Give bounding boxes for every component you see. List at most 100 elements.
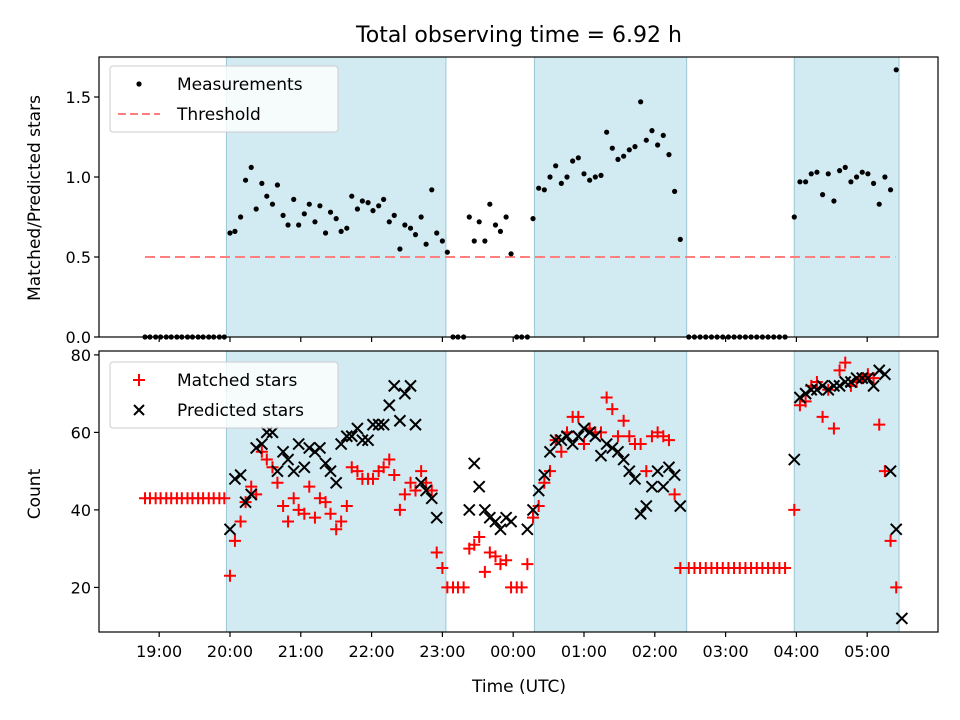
point-predicted-stars-2: [234, 468, 247, 482]
point-matched-stars-37: [335, 515, 348, 528]
point-predicted-stars-68: [628, 472, 642, 486]
point-measurements-97: [666, 152, 672, 158]
bottom-shaded-region-2: [793, 350, 900, 633]
point-measurements-94: [649, 128, 655, 134]
point-measurements-33: [317, 203, 323, 209]
point-predicted-stars-59: [577, 422, 591, 435]
top-y-tick-label-2: 1.0: [66, 168, 91, 187]
point-matched-stars-32: [308, 511, 321, 524]
x-tick-label-7: 02:00: [632, 642, 678, 661]
point-measurements-37: [338, 228, 344, 234]
legend-matched-marker: [133, 374, 145, 386]
point-measurements-124: [825, 171, 831, 177]
point-matched-stars-43: [367, 472, 380, 485]
point-predicted-stars-96: [895, 612, 909, 625]
point-measurements-65: [487, 201, 493, 207]
point-measurements-29: [296, 222, 302, 228]
point-measurements-64: [482, 238, 488, 244]
point-predicted-stars-50: [526, 503, 540, 517]
top-y-axis-label: Matched/Predicted stars: [25, 95, 45, 301]
point-predicted-stars-46: [494, 523, 507, 536]
point-measurements-74: [536, 185, 542, 191]
chart-title: Total observing time = 6.92 h: [355, 23, 682, 48]
point-measurements-120: [803, 179, 809, 185]
point-measurements-24: [269, 201, 276, 207]
point-predicted-stars-64: [606, 441, 619, 455]
point-predicted-stars-40: [463, 503, 476, 517]
point-matched-stars-89: [617, 414, 630, 427]
point-measurements-83: [587, 177, 593, 183]
point-predicted-stars-29: [377, 418, 390, 431]
point-predicted-stars-27: [366, 418, 380, 431]
point-measurements-98: [672, 188, 678, 194]
point-predicted-stars-53: [543, 445, 557, 458]
point-predicted-stars-79: [799, 387, 812, 400]
bottom-legend-box: [109, 361, 339, 429]
point-matched-stars-51: [409, 484, 422, 497]
point-predicted-stars-38: [425, 492, 438, 505]
point-matched-stars-93: [640, 465, 653, 478]
point-matched-stars-40: [351, 465, 364, 478]
bottom-y-tick-label-1: 40: [71, 501, 91, 520]
point-measurements-87: [609, 145, 615, 151]
x-tick-label-4: 23:00: [419, 642, 465, 661]
point-matched-stars-88: [611, 430, 624, 443]
point-matched-stars-17: [228, 534, 241, 547]
point-measurements-99: [677, 236, 683, 242]
point-measurements-30: [301, 211, 307, 217]
point-measurements-62: [471, 238, 477, 244]
point-matched-stars-136: [890, 581, 903, 594]
x-tick-label-2: 21:00: [278, 642, 324, 661]
point-predicted-stars-35: [409, 418, 422, 431]
point-measurements-51: [412, 232, 419, 238]
point-predicted-stars-78: [793, 391, 807, 404]
point-predicted-stars-36: [414, 476, 428, 489]
point-predicted-stars-11: [281, 453, 295, 466]
point-measurements-44: [376, 203, 382, 209]
point-measurements-128: [848, 179, 854, 185]
point-predicted-stars-54: [549, 433, 562, 447]
point-measurements-55: [434, 230, 440, 236]
x-tick-label-5: 00:00: [490, 642, 536, 661]
point-matched-stars-49: [398, 488, 411, 501]
point-matched-stars-31: [303, 480, 316, 493]
x-tick-label-9: 04:00: [773, 642, 819, 661]
point-predicted-stars-52: [538, 468, 551, 482]
point-predicted-stars-44: [483, 511, 497, 524]
point-measurements-79: [564, 174, 570, 180]
x-tick-label-6: 01:00: [561, 642, 607, 661]
point-measurements-48: [397, 246, 403, 252]
top-legend-box: [109, 65, 339, 133]
point-predicted-stars-17: [313, 441, 327, 455]
point-predicted-stars-37: [419, 484, 433, 497]
point-measurements-133: [876, 201, 882, 207]
point-matched-stars-122: [810, 376, 823, 389]
point-predicted-stars-80: [805, 383, 818, 396]
point-measurements-75: [541, 187, 547, 193]
point-predicted-stars-15: [303, 441, 316, 455]
point-measurements-26: [280, 212, 286, 218]
point-matched-stars-52: [415, 465, 428, 478]
point-predicted-stars-75: [668, 468, 681, 482]
point-measurements-66: [492, 222, 499, 228]
point-predicted-stars-84: [827, 379, 841, 393]
point-measurements-73: [530, 216, 536, 222]
point-predicted-stars-7: [260, 426, 274, 439]
point-measurements-50: [407, 225, 414, 231]
top-axes-frame: [98, 56, 939, 338]
point-predicted-stars-65: [611, 445, 625, 458]
x-tick-label-0: 19:00: [136, 642, 182, 661]
point-measurements-40: [354, 206, 361, 212]
point-matched-stars-36: [330, 523, 343, 536]
point-matched-stars-118: [788, 503, 801, 516]
point-predicted-stars-66: [617, 453, 630, 466]
point-measurements-95: [655, 142, 661, 148]
point-predicted-stars-87: [844, 375, 858, 389]
point-predicted-stars-61: [589, 430, 602, 443]
point-measurements-38: [344, 225, 350, 231]
point-predicted-stars-83: [822, 383, 835, 396]
point-predicted-stars-70: [640, 499, 653, 513]
point-predicted-stars-58: [572, 430, 585, 443]
point-measurements-78: [558, 180, 564, 186]
